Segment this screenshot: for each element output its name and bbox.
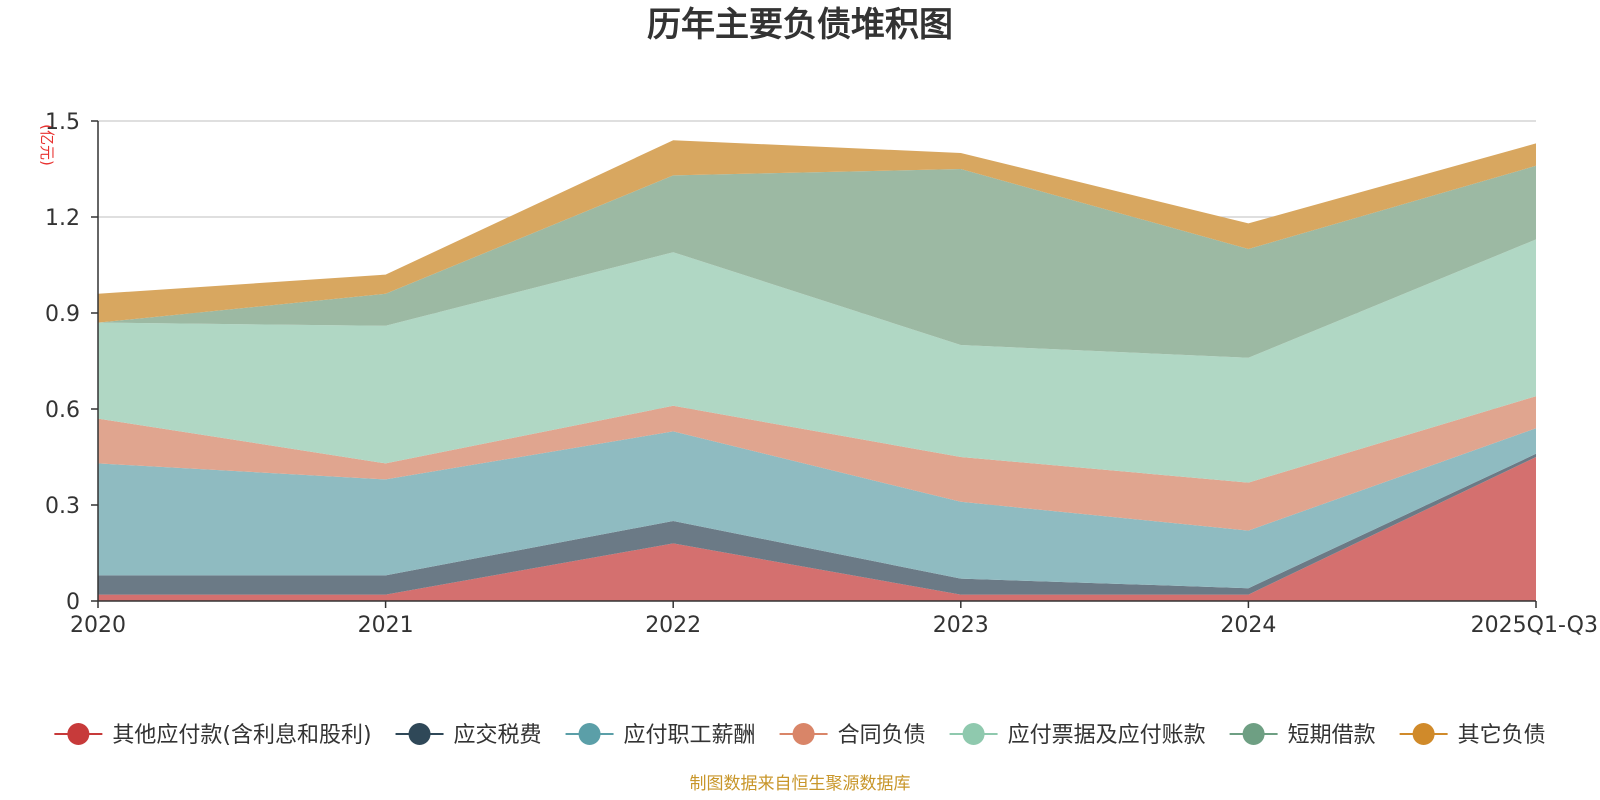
x-tick-labels: 2020 2021 2022 2023 2024 2025Q1-Q3 bbox=[70, 613, 1598, 638]
x-tick-label: 2020 bbox=[70, 613, 126, 638]
y-tick-label: 0.6 bbox=[45, 398, 80, 423]
chart-title: 历年主要负债堆积图 bbox=[647, 5, 953, 45]
y-tick-label: 0 bbox=[66, 590, 80, 615]
x-tick-label: 2023 bbox=[933, 613, 989, 638]
legend-label: 应交税费 bbox=[454, 723, 542, 748]
y-tick-label: 0.9 bbox=[45, 302, 80, 327]
y-tick-labels: 0 0.3 0.6 0.9 1.2 1.5 bbox=[45, 110, 80, 615]
legend-circle-marker bbox=[578, 723, 601, 745]
area-series-4 bbox=[98, 396, 1536, 531]
legend-circle-marker bbox=[792, 723, 815, 745]
axes bbox=[91, 120, 1537, 608]
legend-label: 其它负债 bbox=[1458, 723, 1546, 748]
legend-label: 应付票据及应付账款 bbox=[1008, 723, 1206, 748]
x-tick-label: 2025Q1-Q3 bbox=[1471, 613, 1598, 638]
area-series-3 bbox=[98, 428, 1536, 589]
area-series-5 bbox=[98, 239, 1536, 483]
legend-item-1[interactable]: 其他应付款(含利息和股利) bbox=[54, 723, 372, 748]
legend-item-7[interactable]: 其它负债 bbox=[1399, 723, 1546, 748]
x-tick-label: 2024 bbox=[1220, 613, 1276, 638]
legend-circle-marker bbox=[1242, 723, 1265, 745]
area-series-layer bbox=[98, 140, 1536, 601]
source-note: 制图数据来自恒生聚源数据库 bbox=[690, 774, 911, 794]
legend: 其他应付款(含利息和股利) 应交税费 应付职工薪酬 合同负债 应付票据及应付账款 短期借款… bbox=[54, 723, 1546, 748]
legend-circle-marker bbox=[1412, 723, 1435, 745]
legend-item-3[interactable]: 应付职工薪酬 bbox=[565, 723, 756, 748]
x-tick-label: 2021 bbox=[358, 613, 414, 638]
legend-item-5[interactable]: 应付票据及应付账款 bbox=[949, 723, 1206, 748]
legend-circle-marker bbox=[962, 723, 985, 745]
legend-circle-marker bbox=[67, 723, 90, 745]
legend-circle-marker bbox=[408, 723, 431, 745]
y-tick-label: 1.5 bbox=[45, 110, 80, 135]
y-tick-label: 0.3 bbox=[45, 494, 80, 519]
area-series-2 bbox=[98, 453, 1536, 595]
y-axis-unit-label: (亿元) bbox=[38, 124, 56, 166]
x-tick-label: 2022 bbox=[645, 613, 701, 638]
area-series-1 bbox=[98, 457, 1536, 601]
area-series-6 bbox=[98, 165, 1536, 358]
y-tick-label: 1.2 bbox=[45, 206, 80, 231]
legend-item-6[interactable]: 短期借款 bbox=[1229, 723, 1376, 748]
legend-label: 应付职工薪酬 bbox=[624, 723, 756, 748]
legend-item-2[interactable]: 应交税费 bbox=[395, 723, 542, 748]
legend-label: 合同负债 bbox=[838, 723, 926, 748]
area-series-7 bbox=[98, 140, 1536, 323]
legend-label: 其他应付款(含利息和股利) bbox=[112, 723, 371, 748]
legend-item-4[interactable]: 合同负债 bbox=[779, 723, 926, 748]
legend-label: 短期借款 bbox=[1288, 723, 1376, 748]
